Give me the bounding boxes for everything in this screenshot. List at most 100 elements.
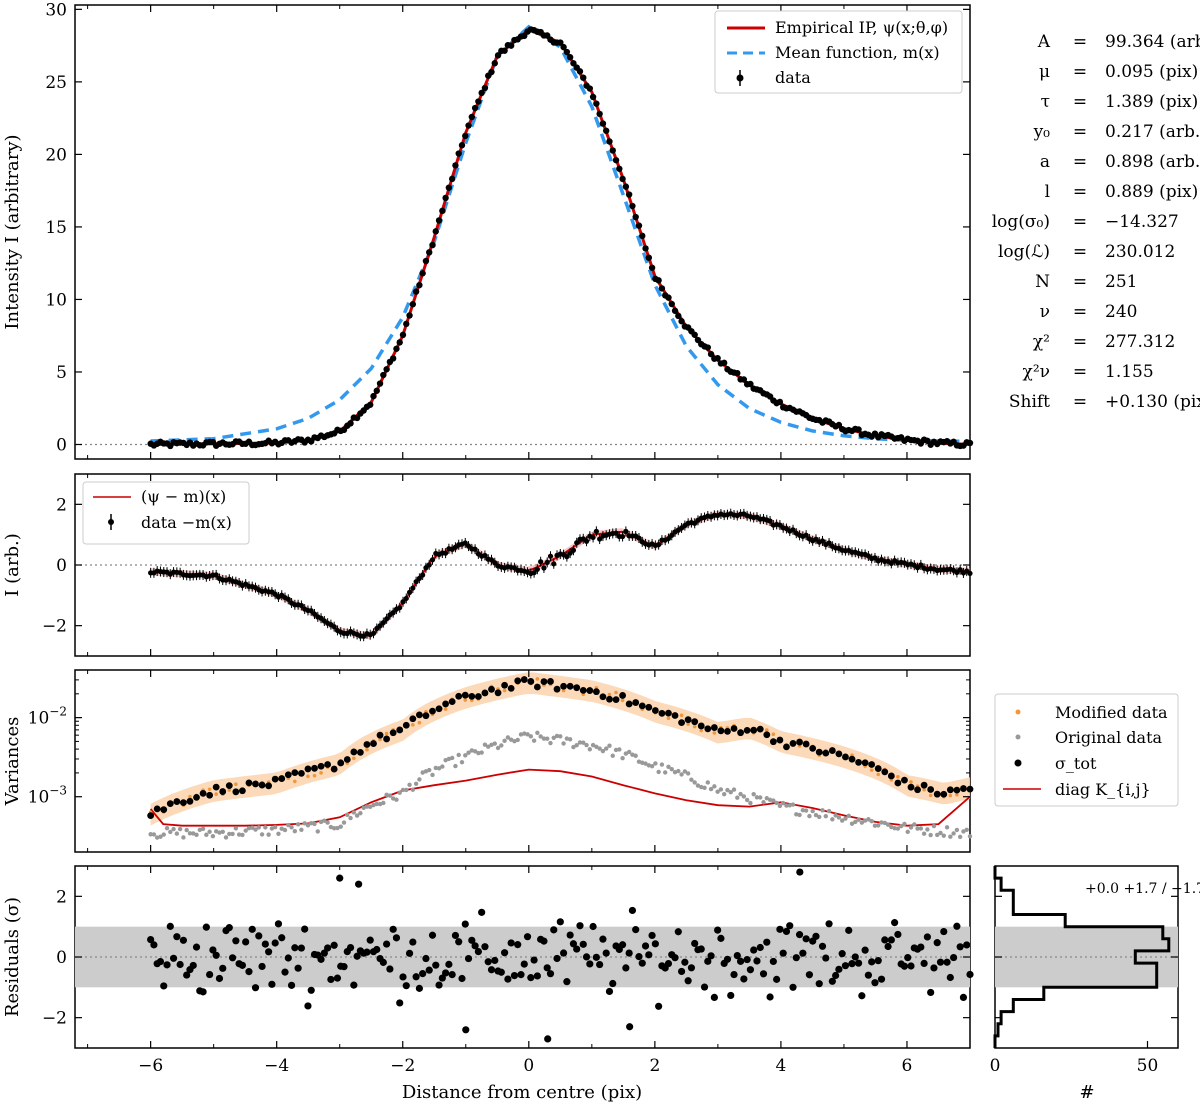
residuals-ylabel: Residuals (σ)	[2, 897, 23, 1017]
residual-point	[707, 952, 715, 960]
original-data-point	[751, 791, 756, 797]
profile-legend: Empirical IP, ψ(x;θ,φ) Mean function, m(…	[714, 10, 963, 94]
profile-data-point	[396, 339, 403, 346]
residual-point	[271, 939, 279, 947]
sigma-tot-point	[579, 686, 587, 694]
original-data-point	[256, 825, 261, 830]
residual-point	[461, 920, 469, 928]
modified-data-point	[614, 690, 618, 695]
profile-data-point	[606, 138, 613, 145]
residual-point	[835, 965, 843, 973]
difference-data-point	[583, 538, 590, 544]
sigma-tot-point	[435, 705, 443, 713]
difference-data-point	[541, 565, 547, 571]
residual-point	[445, 960, 453, 968]
original-data-point	[207, 829, 212, 834]
sigma-tot-point	[376, 731, 384, 739]
profile-data-point	[675, 312, 682, 320]
original-data-point	[666, 764, 671, 769]
residual-point	[677, 967, 686, 976]
sigma-tot-point	[219, 788, 227, 795]
residual-point	[324, 944, 332, 952]
original-data-point	[817, 814, 822, 820]
sigma-tot-point	[474, 693, 482, 700]
sigma-tot-point	[153, 805, 161, 813]
original-data-point	[676, 768, 681, 774]
original-data-point	[466, 750, 471, 755]
sigma-tot-point	[343, 756, 351, 763]
sigma-tot-point	[822, 749, 830, 757]
profile-data-point	[966, 439, 974, 447]
original-data-point	[866, 817, 871, 822]
residual-point	[501, 949, 509, 957]
difference-legend: (ψ − m)(x) data −m(x)	[82, 481, 250, 545]
profile-data-point	[367, 401, 374, 408]
profile-data-point	[494, 52, 502, 59]
residual-point	[956, 943, 964, 951]
original-data-point	[581, 740, 586, 745]
residual-point	[147, 935, 155, 944]
residual-point	[530, 956, 538, 964]
difference-data-point	[380, 619, 386, 626]
sigma-tot-point	[278, 775, 286, 782]
residual-point	[871, 979, 879, 987]
profile-data-point	[704, 344, 712, 351]
sigma-tot-point	[809, 745, 817, 752]
modified-data-point	[922, 787, 926, 792]
sigma-tot-point	[533, 683, 541, 691]
original-data-point	[417, 777, 422, 782]
original-data-point	[154, 835, 160, 840]
sigma-tot-point	[389, 729, 397, 737]
original-data-point	[525, 732, 530, 737]
original-data-point	[400, 787, 406, 793]
original-data-point	[345, 812, 350, 817]
residual-point	[753, 957, 761, 965]
profile-data-point	[458, 142, 466, 149]
sigma-tot-point	[815, 748, 823, 756]
difference-data-point	[377, 623, 383, 629]
original-data-point	[872, 823, 878, 828]
profile-data-point	[435, 217, 443, 224]
difference-data-point	[400, 599, 406, 605]
difference-data-point	[397, 605, 403, 611]
original-data-point	[276, 831, 281, 836]
residual-point	[481, 943, 489, 951]
residual-point	[523, 933, 532, 941]
param-value: 0.889 (pix)	[1105, 182, 1198, 202]
param-equals: =	[1073, 362, 1087, 382]
residuals-x-tick-label: 4	[776, 1056, 787, 1076]
original-data-point	[643, 761, 648, 766]
residual-point	[792, 954, 800, 962]
original-data-point	[246, 825, 252, 831]
sigma-tot-point	[737, 729, 744, 737]
residual-point	[891, 919, 899, 927]
residual-point	[258, 962, 266, 971]
sigma-tot-point	[370, 740, 377, 747]
residual-point	[651, 940, 659, 948]
residual-point	[399, 973, 407, 981]
original-data-point	[869, 818, 874, 824]
original-data-point	[846, 813, 851, 819]
profile-data-point	[632, 213, 639, 221]
param-equals: =	[1073, 122, 1087, 142]
difference-data-point	[308, 608, 314, 614]
psi-minus-m-line	[150, 513, 971, 637]
sigma-tot-point	[638, 702, 646, 710]
sigma-tot-point	[507, 684, 515, 692]
original-data-point	[492, 741, 497, 746]
original-data-point	[908, 825, 914, 830]
difference-data-point	[636, 535, 642, 541]
profile-data-point	[471, 104, 479, 112]
sigma-tot-point	[225, 782, 233, 790]
residual-point	[854, 959, 863, 967]
sigma-tot-point	[874, 765, 882, 772]
residual-point	[691, 939, 699, 948]
residual-point	[730, 970, 738, 979]
residual-point	[353, 952, 361, 960]
difference-data-point	[551, 561, 557, 567]
residual-point	[599, 935, 607, 943]
original-data-point	[912, 822, 917, 827]
profile-data-point	[491, 60, 498, 67]
profile-data-point	[593, 100, 600, 107]
modified-data-point	[463, 698, 468, 702]
